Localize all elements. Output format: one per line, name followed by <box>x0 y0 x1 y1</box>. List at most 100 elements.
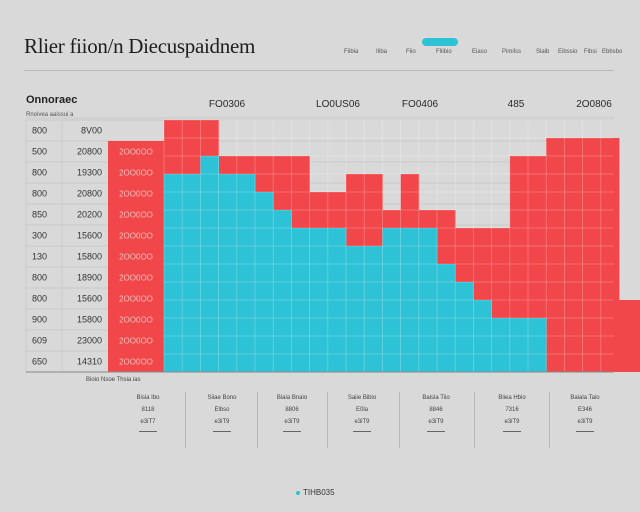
x-group-label: e3iT9 <box>577 419 593 425</box>
x-group: Baiala Taio E346 e3iT9 <box>555 392 615 432</box>
x-group-tick <box>353 431 371 432</box>
legend-item: Fliibio <box>436 49 452 55</box>
legend-item: Ebbsbo <box>602 49 623 55</box>
legend-teal-swatch <box>422 38 458 46</box>
x-group-label: 8806 <box>285 407 299 413</box>
teal-step-bar <box>473 300 492 372</box>
x-group-tick <box>139 431 157 432</box>
x-group: Biaia Bnaio 8806 e3iT9 <box>262 392 322 432</box>
x-group-separator <box>327 392 328 448</box>
column-label: 485 <box>507 99 525 110</box>
x-group-label: 8118 <box>141 407 155 413</box>
x-group-tick <box>283 431 301 432</box>
table-corner-title: Onnoraec <box>26 94 78 106</box>
row-label: 300 <box>32 231 47 241</box>
red-band <box>108 141 164 372</box>
teal-step-bar <box>273 210 292 372</box>
row-value: 15600 <box>77 231 102 241</box>
header-rule <box>24 70 614 71</box>
red-step-bar <box>637 300 640 372</box>
teal-step-bar <box>491 318 511 372</box>
x-group-separator <box>548 392 550 448</box>
teal-step-bar <box>327 228 347 372</box>
footer-text: TIHB035 <box>303 488 335 497</box>
band-label: 2OO0OO <box>119 190 153 199</box>
row-value: 14310 <box>77 357 102 367</box>
legend-item: Fibsi <box>584 49 597 55</box>
x-group-label: Biaia Bnaio <box>276 395 308 401</box>
teal-step-bar <box>364 246 383 372</box>
chart-title: Rlier fiion/n Diecuspaidnem <box>24 34 256 58</box>
x-group-label: e3iT9 <box>428 419 444 425</box>
band-label: 2OO0OO <box>119 211 153 220</box>
legend-item: Fiibia <box>344 49 359 55</box>
legend-item: Eibssio <box>558 49 578 55</box>
x-group: Siiae Bono Elbso e3iT9 <box>192 392 252 432</box>
row-value: 20800 <box>77 147 102 157</box>
x-group-label: 7316 <box>505 407 519 413</box>
teal-step-bar <box>236 174 256 372</box>
table-corner-subtitle: Rnoivea aaissui a <box>26 112 74 118</box>
row-label: 800 <box>32 168 47 178</box>
row-value: 20800 <box>77 189 102 199</box>
teal-step-bar <box>418 228 438 372</box>
row-value: 15600 <box>77 294 102 304</box>
band-label: 2OO0OO <box>119 358 153 367</box>
x-group-label: E0la <box>355 407 368 413</box>
row-value: 15800 <box>77 252 102 262</box>
x-group-tick <box>213 431 231 432</box>
band-label: 2OO0OO <box>119 295 153 304</box>
teal-step-bar <box>309 228 329 372</box>
legend-item: Eiaso <box>472 49 488 55</box>
legend-item: Fiio <box>406 49 416 55</box>
teal-step-bar <box>437 264 456 372</box>
band-label: 2OO0OO <box>119 337 153 346</box>
row-label: 130 <box>32 252 47 262</box>
red-step-bar <box>546 138 565 372</box>
x-group: Baisla Tiio 8846 e3iT9 <box>406 392 466 432</box>
row-value: 18900 <box>77 273 102 283</box>
x-group-label: Elbso <box>214 407 230 413</box>
red-step-bar <box>600 138 620 372</box>
row-label: 900 <box>32 315 47 325</box>
row-label: 800 <box>32 294 47 304</box>
plot-cell-grid <box>163 119 614 373</box>
x-group-label: e3iT9 <box>354 419 370 425</box>
x-group: Saiie Bibio E0la e3iT9 <box>332 392 392 432</box>
teal-step-bar <box>218 174 238 372</box>
teal-step-bar <box>509 318 529 372</box>
x-group-label: e3iT7 <box>140 419 156 425</box>
teal-step-bar <box>346 246 365 372</box>
teal-step-bar <box>255 192 274 372</box>
row-value: 20200 <box>77 210 102 220</box>
row-label: 800 <box>32 189 47 199</box>
x-group-label: Baiala Taio <box>570 395 600 401</box>
row-label: 850 <box>32 210 47 220</box>
x-group-label: Baisla Tiio <box>422 395 450 401</box>
x-group: Bisia Ibo 8118 e3iT7 <box>118 392 178 432</box>
row-label: 800 <box>32 273 47 283</box>
row-value: 23000 <box>77 336 102 346</box>
band-label: 2OO0OO <box>119 316 153 325</box>
footer-caption: TIHB035 <box>296 488 335 497</box>
teal-step-bar <box>182 174 201 372</box>
row-label: 500 <box>32 147 47 157</box>
legend: Fiibia Iliba Fiio Fliibio Eiaso Pimilss … <box>340 38 623 60</box>
x-group-separator <box>185 392 186 448</box>
band-label: 2OO0OO <box>119 274 153 283</box>
series-teal <box>164 156 547 372</box>
teal-step-bar <box>291 228 310 372</box>
x-group-separator <box>399 392 400 448</box>
band-label: 2OO0OO <box>119 169 153 178</box>
band-label: 2OO0OO <box>119 232 153 241</box>
x-group-label: e3iT9 <box>504 419 520 425</box>
row-label: 800 <box>32 126 47 136</box>
legend-item: Iliba <box>376 49 388 55</box>
band-label: 2OO0OO <box>119 148 153 157</box>
x-group-label: Bisia Ibo <box>136 395 160 401</box>
teal-step-bar <box>528 318 547 372</box>
x-group-label: Saiie Bibio <box>347 395 377 401</box>
x-group-label: Siiae Bono <box>207 395 237 401</box>
x-group-label: Biiea Hbio <box>498 395 526 401</box>
